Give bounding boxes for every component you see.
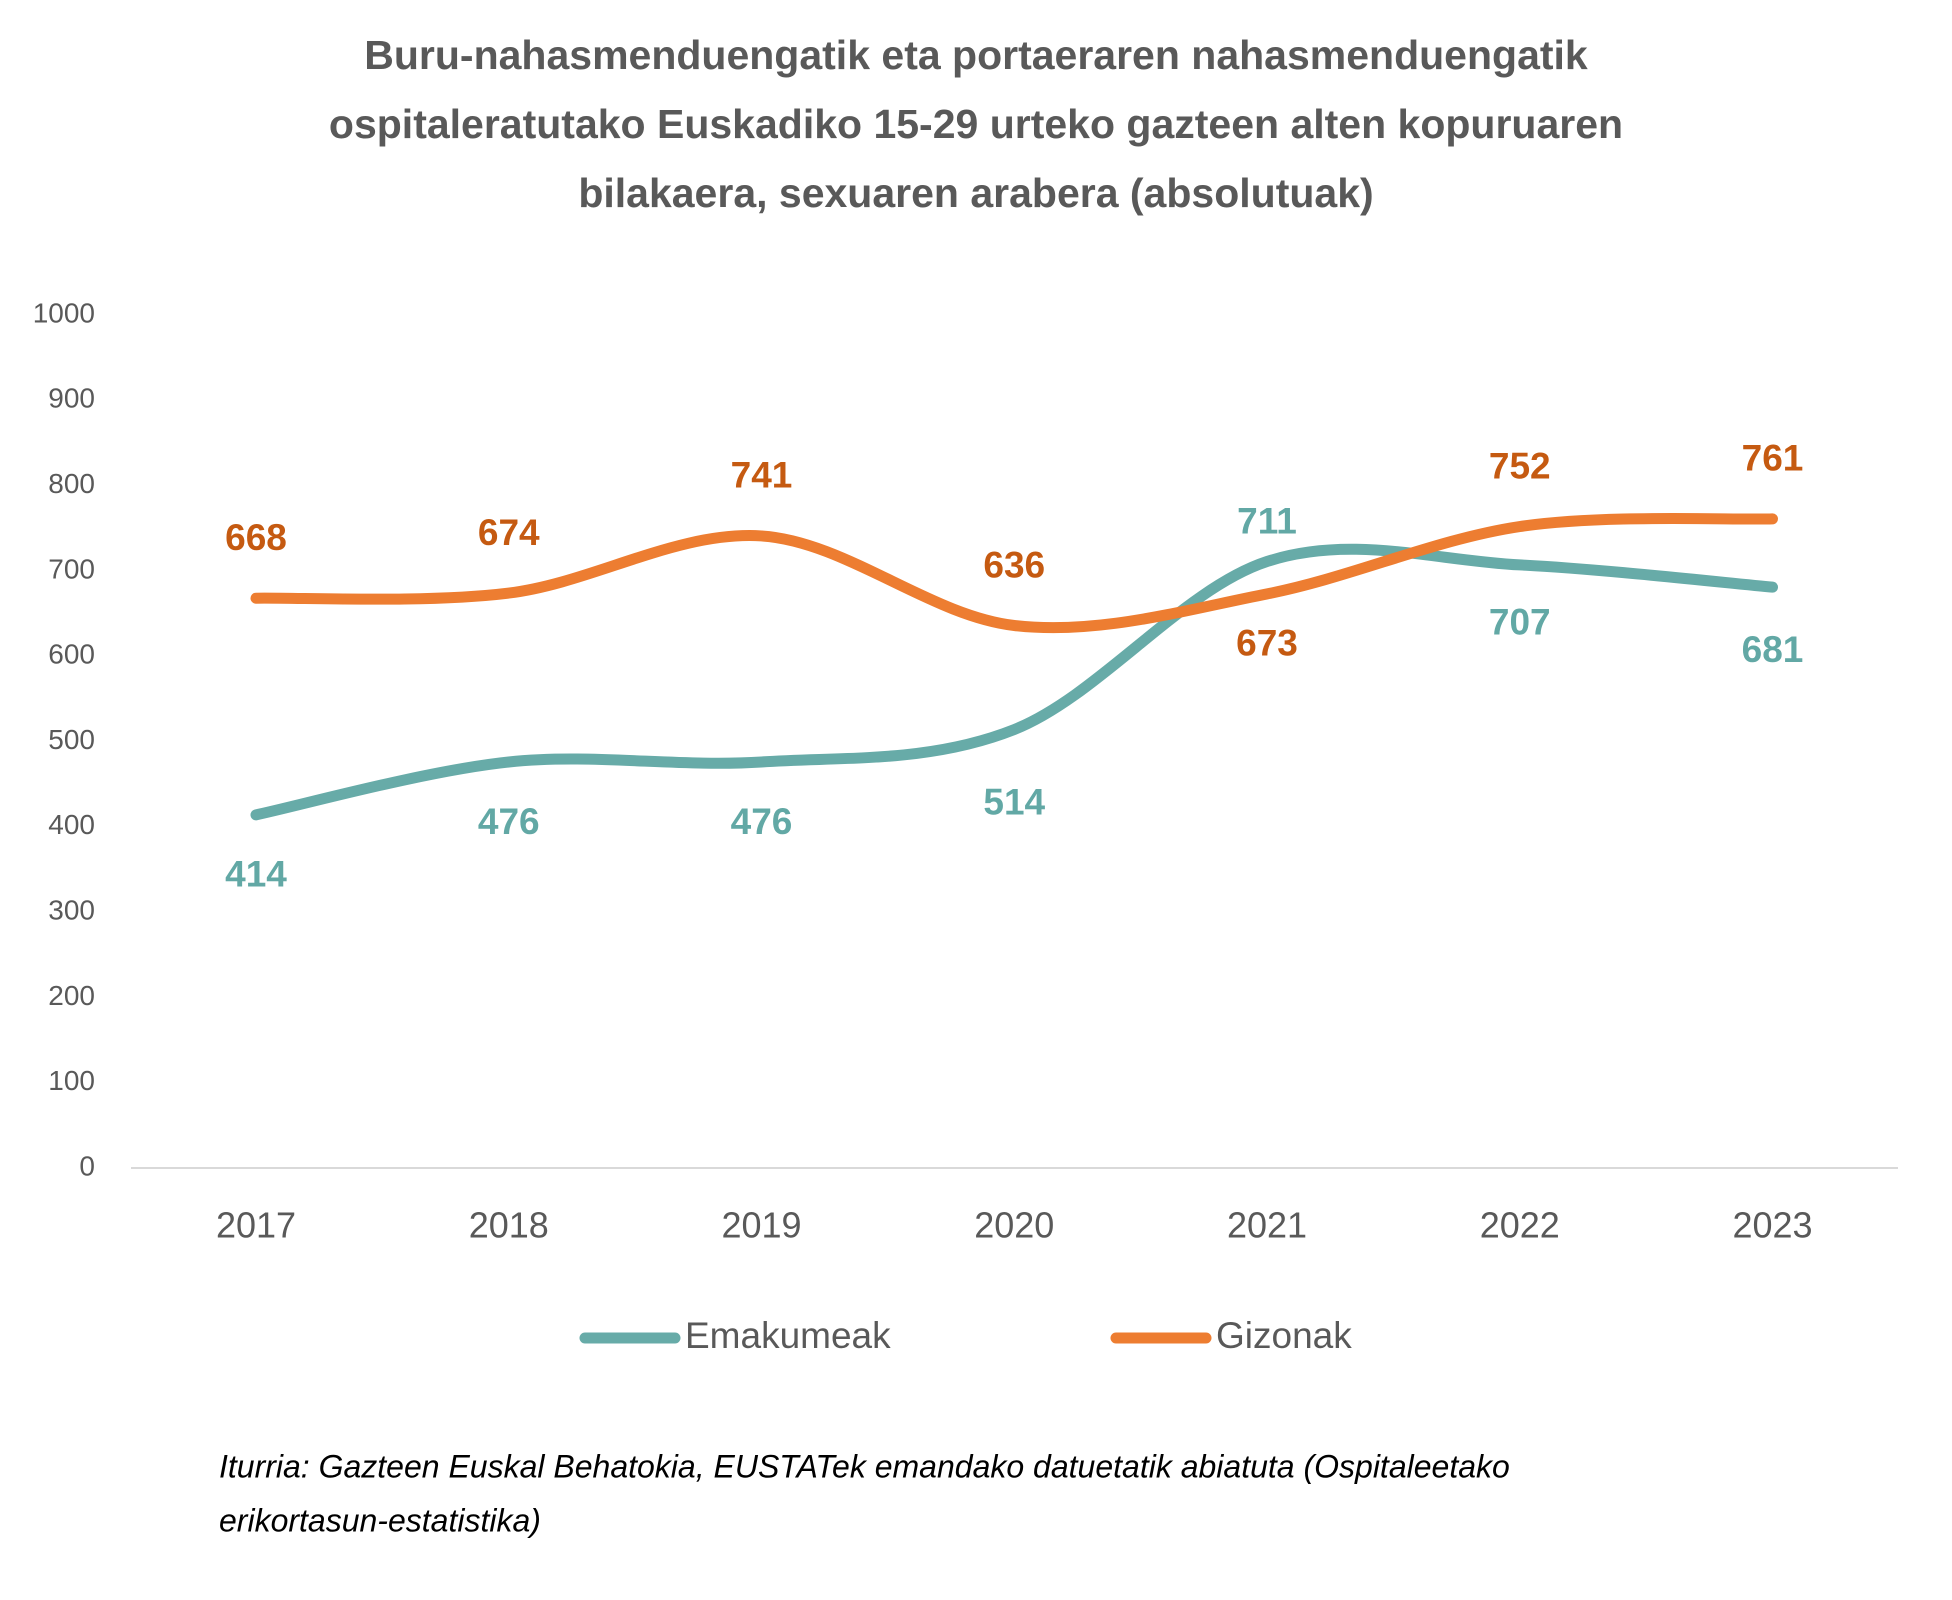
chart-title: bilakaera, sexuaren arabera (absolutuak) xyxy=(578,170,1373,216)
x-tick-label: 2020 xyxy=(974,1205,1054,1246)
data-label: 707 xyxy=(1489,602,1551,643)
x-tick-label: 2019 xyxy=(721,1205,801,1246)
data-label: 681 xyxy=(1742,629,1804,670)
y-tick-label: 0 xyxy=(79,1150,95,1181)
x-tick-label: 2018 xyxy=(469,1205,549,1246)
data-label: 636 xyxy=(983,544,1045,585)
data-label: 761 xyxy=(1742,438,1804,479)
x-tick-label: 2017 xyxy=(216,1205,296,1246)
data-label: 414 xyxy=(225,854,287,895)
source-note: Iturria: Gazteen Euskal Behatokia, EUSTA… xyxy=(219,1448,1510,1484)
y-tick-label: 900 xyxy=(48,383,95,414)
series-line xyxy=(250,543,1778,821)
data-label: 741 xyxy=(731,455,793,496)
legend-label: Emakumeak xyxy=(685,1315,891,1356)
y-tick-label: 700 xyxy=(48,553,95,584)
y-tick-label: 100 xyxy=(48,1065,95,1096)
data-label: 668 xyxy=(225,517,287,558)
y-tick-label: 300 xyxy=(48,894,95,925)
data-label: 476 xyxy=(731,801,793,842)
y-tick-label: 200 xyxy=(48,980,95,1011)
x-tick-label: 2022 xyxy=(1480,1205,1560,1246)
y-tick-label: 500 xyxy=(48,724,95,755)
data-label: 514 xyxy=(983,781,1045,822)
y-tick-label: 600 xyxy=(48,639,95,670)
chart-title: Buru-nahasmenduengatik eta portaeraren n… xyxy=(364,32,1588,78)
series-line xyxy=(250,512,1778,634)
data-label: 476 xyxy=(478,801,540,842)
y-tick-label: 800 xyxy=(48,468,95,499)
y-tick-label: 1000 xyxy=(33,297,95,328)
x-tick-label: 2023 xyxy=(1732,1205,1812,1246)
data-label: 711 xyxy=(1237,500,1297,541)
y-tick-label: 400 xyxy=(48,809,95,840)
legend-label: Gizonak xyxy=(1216,1315,1352,1356)
data-label: 674 xyxy=(478,512,540,553)
source-note: erikortasun-estatistika) xyxy=(219,1502,541,1538)
data-label: 752 xyxy=(1489,445,1551,486)
chart-title: ospitaleratutako Euskadiko 15-29 urteko … xyxy=(329,101,1623,147)
x-tick-label: 2021 xyxy=(1227,1205,1307,1246)
data-label: 673 xyxy=(1236,623,1298,664)
